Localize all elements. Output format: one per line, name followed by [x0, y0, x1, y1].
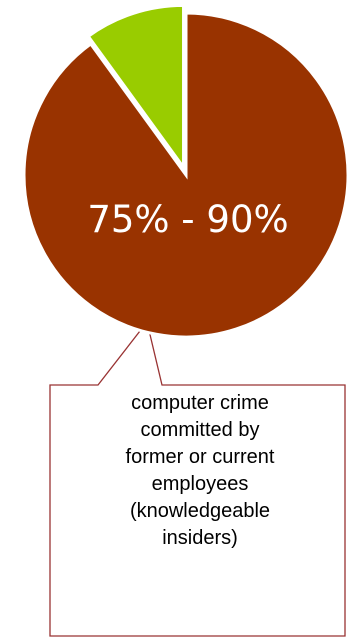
callout-box	[49, 320, 346, 637]
pie-slice-1	[86, 3, 186, 173]
callout-line: committed by	[140, 419, 260, 441]
slice-label-main: 75% - 90%	[87, 198, 288, 241]
pie-slice-0	[22, 11, 350, 339]
pie-slices	[22, 3, 350, 339]
callout-line: former or current	[125, 446, 275, 468]
callout-line: computer crime	[131, 392, 269, 414]
callout-line: insiders)	[162, 527, 238, 549]
callout-line: employees	[151, 473, 249, 495]
callout-text: computer crime committed by former or cu…	[50, 390, 350, 552]
callout-line: (knowledgeable	[129, 500, 271, 522]
